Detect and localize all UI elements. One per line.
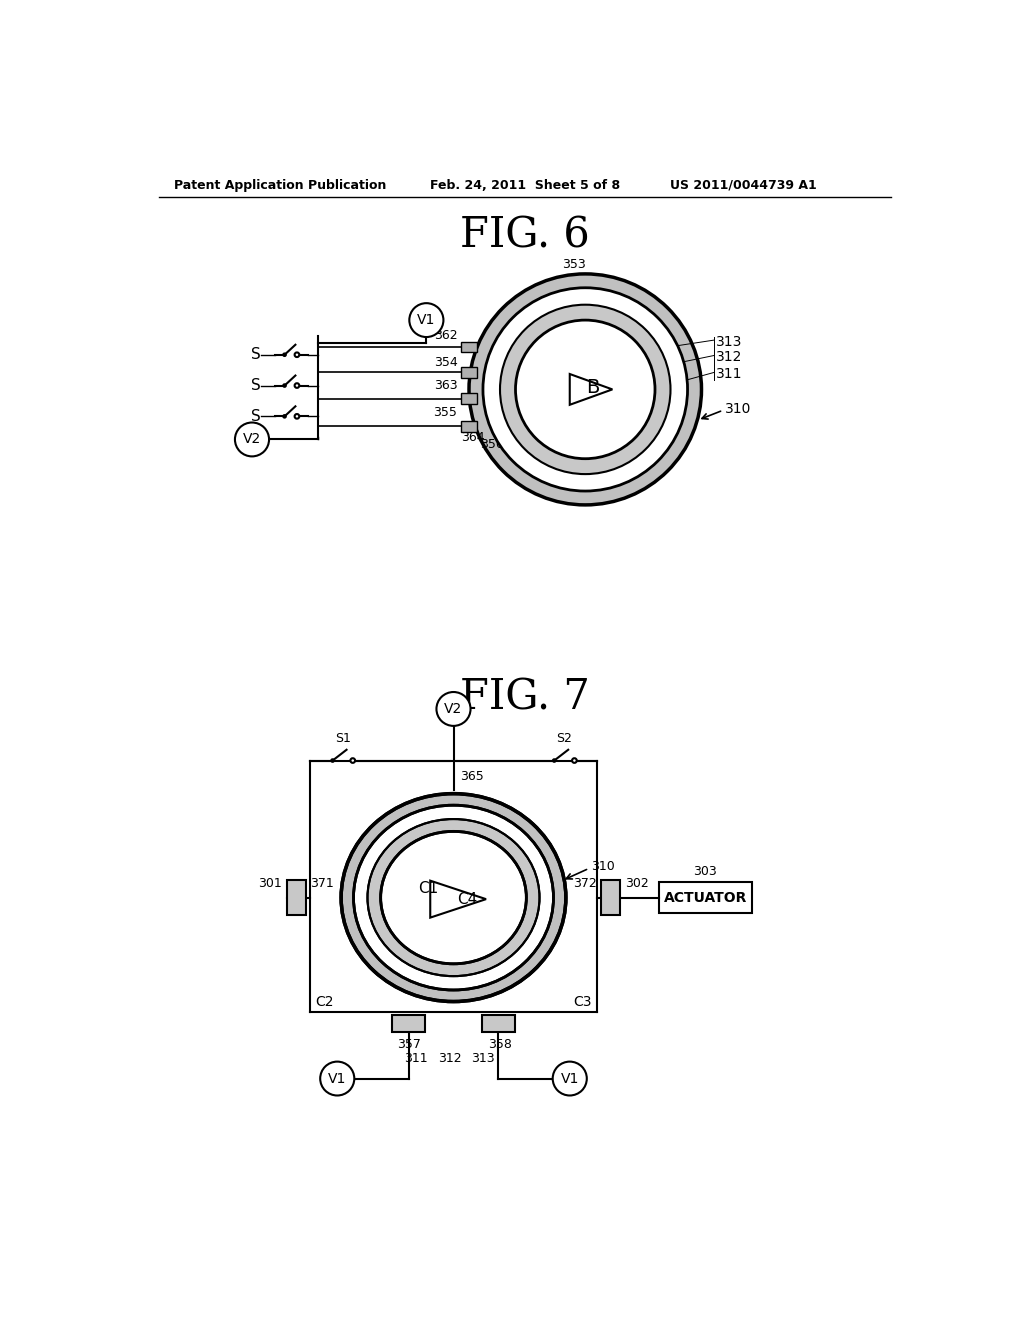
Text: Feb. 24, 2011  Sheet 5 of 8: Feb. 24, 2011 Sheet 5 of 8 [430, 178, 621, 191]
Text: 364: 364 [461, 430, 484, 444]
Text: C4: C4 [458, 891, 477, 907]
Text: 371: 371 [310, 878, 334, 890]
Text: 353: 353 [562, 259, 586, 271]
Circle shape [500, 305, 671, 474]
Text: C2: C2 [314, 995, 334, 1010]
Text: 311: 311 [404, 1052, 428, 1065]
Circle shape [283, 383, 287, 388]
Circle shape [553, 1061, 587, 1096]
Text: FIG. 7: FIG. 7 [460, 676, 590, 718]
Text: 312: 312 [716, 350, 741, 364]
Text: 365: 365 [460, 770, 483, 783]
Circle shape [234, 422, 269, 457]
Bar [392, 1015, 425, 1032]
Circle shape [295, 383, 299, 388]
Circle shape [283, 414, 287, 418]
Text: S2: S2 [556, 733, 572, 744]
Bar [601, 880, 621, 915]
Text: ACTUATOR: ACTUATOR [664, 891, 748, 904]
Text: 358: 358 [488, 1038, 512, 1051]
Bar [287, 880, 306, 915]
Text: V1: V1 [417, 313, 435, 327]
Bar [601, 880, 621, 915]
Bar [392, 1015, 425, 1032]
Circle shape [515, 321, 655, 459]
Bar [461, 421, 477, 432]
Text: C3: C3 [573, 995, 592, 1010]
Text: 310: 310 [591, 861, 614, 874]
Circle shape [572, 758, 577, 763]
Circle shape [283, 352, 287, 356]
Circle shape [295, 414, 299, 418]
Text: 302: 302 [625, 878, 648, 890]
Circle shape [350, 758, 355, 763]
Bar [461, 393, 477, 404]
Circle shape [483, 288, 687, 491]
Text: V1: V1 [328, 1072, 346, 1085]
Circle shape [469, 275, 701, 506]
Text: US 2011/0044739 A1: US 2011/0044739 A1 [671, 178, 817, 191]
Bar [461, 421, 477, 432]
Text: 355: 355 [433, 407, 458, 418]
Text: V2: V2 [243, 433, 261, 446]
Text: S: S [251, 378, 261, 393]
Text: 311: 311 [716, 367, 742, 381]
Ellipse shape [341, 793, 566, 1002]
Text: S: S [251, 347, 261, 362]
Text: 363: 363 [434, 379, 458, 392]
Text: V2: V2 [444, 702, 463, 715]
Text: FIG. 6: FIG. 6 [460, 214, 590, 256]
Text: B: B [587, 379, 600, 397]
Circle shape [295, 352, 299, 356]
Circle shape [552, 758, 557, 763]
Text: 310: 310 [725, 401, 752, 416]
Text: 313: 313 [716, 335, 741, 348]
Bar [482, 1015, 515, 1032]
Circle shape [321, 1061, 354, 1096]
Ellipse shape [368, 818, 540, 977]
Text: 362: 362 [434, 329, 458, 342]
Text: 312: 312 [438, 1052, 462, 1065]
Bar [461, 367, 477, 378]
Text: 301: 301 [258, 878, 283, 890]
Bar [461, 367, 477, 378]
Bar [482, 1015, 515, 1032]
Text: 372: 372 [573, 878, 597, 890]
Text: Patent Application Publication: Patent Application Publication [174, 178, 387, 191]
Circle shape [331, 758, 335, 763]
Text: 354: 354 [433, 356, 458, 370]
Text: 313: 313 [471, 1052, 495, 1065]
Text: 303: 303 [693, 865, 717, 878]
Text: V1: V1 [560, 1072, 579, 1085]
Text: 357: 357 [396, 1038, 421, 1051]
Circle shape [436, 692, 471, 726]
Text: 356: 356 [480, 438, 504, 451]
Ellipse shape [353, 805, 554, 990]
Text: C1: C1 [419, 880, 439, 896]
Circle shape [410, 304, 443, 337]
Text: S: S [251, 409, 261, 424]
Bar [461, 393, 477, 404]
Bar [287, 880, 306, 915]
Ellipse shape [381, 832, 526, 964]
Text: S1: S1 [335, 733, 350, 744]
Bar [461, 342, 477, 352]
Bar [461, 342, 477, 352]
